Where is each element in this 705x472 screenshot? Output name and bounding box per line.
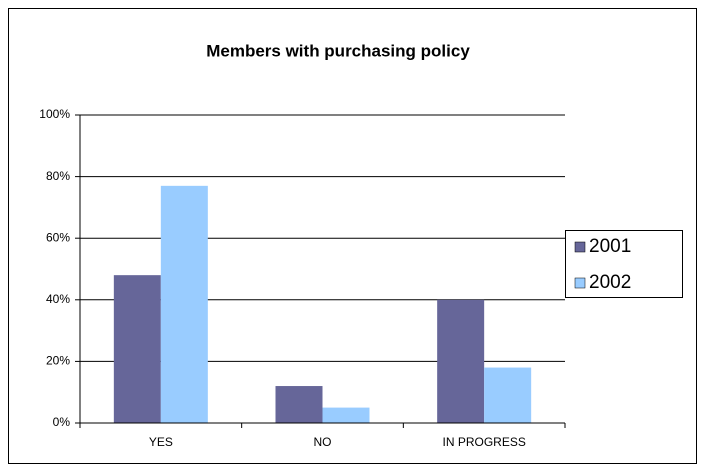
bar — [275, 386, 323, 423]
bar — [437, 299, 485, 423]
legend-label: 2001 — [589, 236, 631, 257]
legend-swatch — [574, 277, 586, 289]
y-tick-label: 100% — [39, 107, 70, 121]
chart-title: Members with purchasing policy — [206, 41, 470, 60]
y-tick-label: 80% — [46, 169, 70, 183]
legend-swatch — [574, 241, 586, 253]
x-tick-label: IN PROGRESS — [442, 435, 525, 449]
y-tick-label: 0% — [53, 415, 71, 429]
bar — [322, 407, 370, 423]
legend-label: 2002 — [589, 272, 631, 293]
x-tick-label: NO — [314, 435, 332, 449]
bar — [160, 185, 208, 423]
y-tick-label: 60% — [46, 230, 70, 244]
bar — [484, 367, 532, 423]
x-tick-label: YES — [149, 435, 173, 449]
bar — [113, 275, 161, 423]
y-tick-label: 40% — [46, 292, 70, 306]
y-tick-label: 20% — [46, 354, 70, 368]
